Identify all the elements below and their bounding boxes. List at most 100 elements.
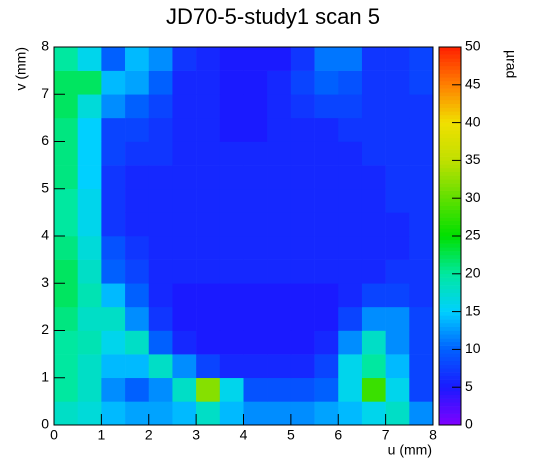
heatmap-cell — [219, 117, 244, 142]
heatmap-cell — [148, 306, 173, 331]
heatmap-cell — [219, 94, 244, 119]
colorbar-segment — [439, 300, 461, 305]
heatmap-cell — [409, 354, 434, 379]
x-tick-label: 4 — [240, 427, 248, 443]
colorbar-segment — [439, 409, 461, 414]
colorbar-segment — [439, 183, 461, 188]
heatmap-cell — [385, 354, 410, 379]
y-tick-label: 1 — [41, 368, 49, 384]
heatmap-cell — [409, 259, 434, 284]
heatmap-cell — [101, 94, 126, 119]
heatmap-cell — [125, 306, 150, 331]
heatmap-cell — [290, 259, 315, 284]
heatmap-cell — [361, 47, 386, 71]
heatmap-cell — [267, 188, 292, 213]
colorbar-segment — [439, 326, 461, 331]
heatmap-cell — [196, 401, 221, 426]
heatmap-cell — [54, 330, 78, 355]
heatmap-cell — [243, 401, 268, 426]
colorbar-segment — [439, 107, 461, 112]
heatmap-cell — [338, 354, 363, 379]
heatmap-cell — [314, 377, 339, 402]
heatmap-cell — [77, 354, 102, 379]
y-tick-label: 7 — [41, 85, 49, 101]
colorbar-segment — [439, 133, 461, 139]
colorbar-segment — [439, 266, 461, 271]
colorbar-segment — [439, 383, 461, 388]
heatmap-cell — [101, 212, 126, 237]
heatmap-cell — [101, 117, 126, 142]
heatmap-cell — [409, 236, 434, 260]
heatmap-cell — [361, 117, 386, 142]
heatmap-cell — [54, 212, 78, 237]
heatmap-cell — [290, 94, 315, 119]
heatmap-cell — [77, 141, 102, 166]
heatmap-cell — [267, 306, 292, 331]
heatmap-cell — [172, 377, 197, 402]
heatmap-cell — [101, 283, 126, 308]
heatmap-cell — [338, 306, 363, 331]
colorbar-segment — [439, 254, 461, 259]
heatmap-cell — [148, 354, 173, 379]
heatmap-cell — [243, 70, 268, 95]
colorbar-segment — [439, 92, 461, 97]
heatmap-cell — [409, 117, 434, 142]
heatmap-cell — [409, 212, 434, 237]
colorbar-segment — [439, 387, 461, 392]
heatmap-cell — [243, 330, 268, 355]
colorbar-segment — [439, 402, 461, 407]
heatmap-cell — [338, 165, 363, 190]
heatmap-cell — [148, 259, 173, 284]
heatmap-cell — [314, 236, 339, 260]
heatmap-cell — [54, 401, 78, 426]
heatmap-cell — [361, 306, 386, 331]
heatmap-cell — [290, 401, 315, 426]
heatmap-cell — [267, 165, 292, 190]
heatmap-cell — [409, 401, 434, 426]
x-tick-label: 2 — [145, 427, 153, 443]
heatmap-cell — [361, 188, 386, 213]
colorbar-segment — [439, 372, 461, 377]
heatmap-cell — [77, 283, 102, 308]
heatmap-cell — [196, 94, 221, 119]
heatmap-cell — [409, 283, 434, 308]
heatmap-cell — [101, 306, 126, 331]
heatmap-cell — [243, 47, 268, 71]
colorbar-segment — [439, 375, 461, 380]
heatmap-cell — [172, 330, 197, 355]
y-axis-label: v (mm) — [13, 47, 29, 91]
heatmap-cell — [101, 330, 126, 355]
heatmap-cell — [196, 306, 221, 331]
colorbar-segment — [439, 54, 461, 59]
heatmap-cell — [125, 141, 150, 166]
heatmap-cell — [172, 94, 197, 119]
colorbar-segment — [439, 194, 461, 199]
heatmap-cell — [338, 94, 363, 119]
heatmap-cell — [267, 94, 292, 119]
heatmap-cell — [338, 401, 363, 426]
heatmap-cell — [243, 236, 268, 260]
x-tick-label: 7 — [382, 427, 390, 443]
heatmap-cell — [385, 165, 410, 190]
heatmap-cell — [125, 377, 150, 402]
heatmap-cell — [338, 141, 363, 166]
heatmap-cell — [267, 141, 292, 166]
heatmap-cell — [172, 70, 197, 95]
heatmap-cell — [338, 47, 363, 71]
colorbar-tick-label: 20 — [465, 265, 481, 281]
colorbar-segment — [439, 69, 461, 74]
heatmap-cell — [385, 141, 410, 166]
colorbar-segment — [439, 220, 461, 225]
heatmap-cell — [125, 188, 150, 213]
colorbar-segment — [439, 228, 461, 233]
heatmap-cell — [101, 47, 126, 71]
heatmap-cell — [361, 401, 386, 426]
heatmap-cell — [243, 306, 268, 331]
heatmap-cell — [385, 188, 410, 213]
heatmap-cell — [54, 165, 78, 190]
heatmap-cell — [385, 212, 410, 237]
heatmap-cell — [290, 283, 315, 308]
heatmap-cell — [290, 70, 315, 95]
colorbar-segment — [439, 224, 461, 229]
colorbar-segment — [439, 209, 461, 214]
